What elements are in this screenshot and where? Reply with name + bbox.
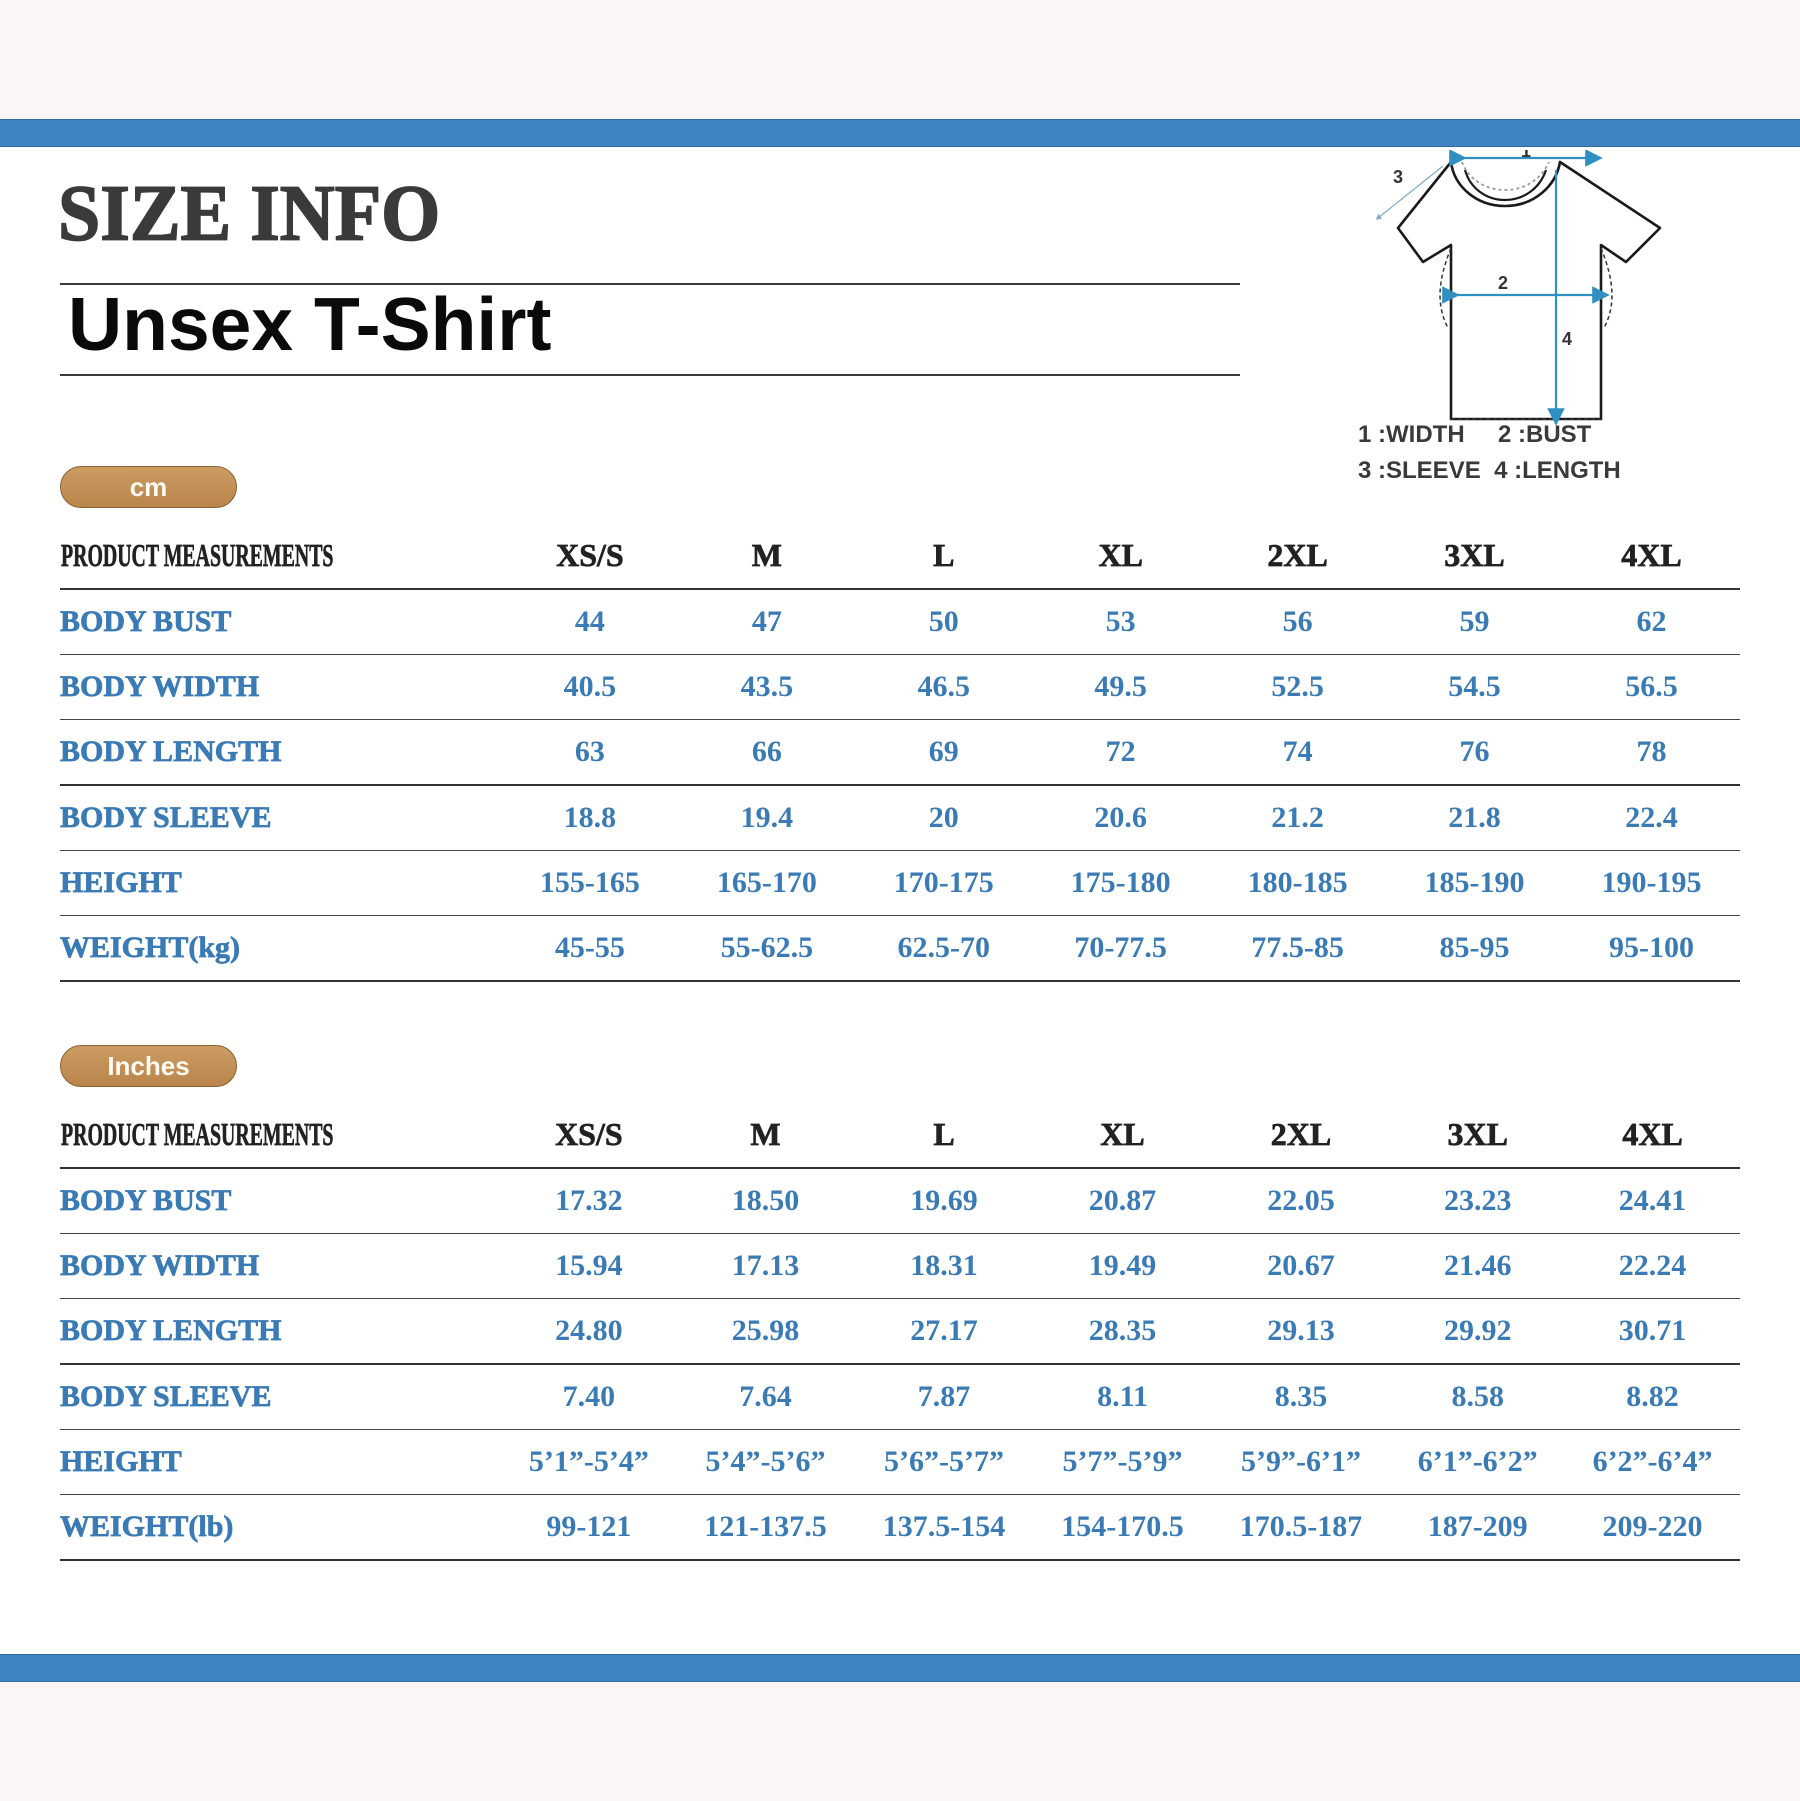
svg-text:2: 2 (1498, 273, 1508, 293)
svg-text:3: 3 (1393, 167, 1403, 187)
svg-text:1: 1 (1521, 150, 1531, 161)
svg-text:4: 4 (1562, 329, 1572, 349)
